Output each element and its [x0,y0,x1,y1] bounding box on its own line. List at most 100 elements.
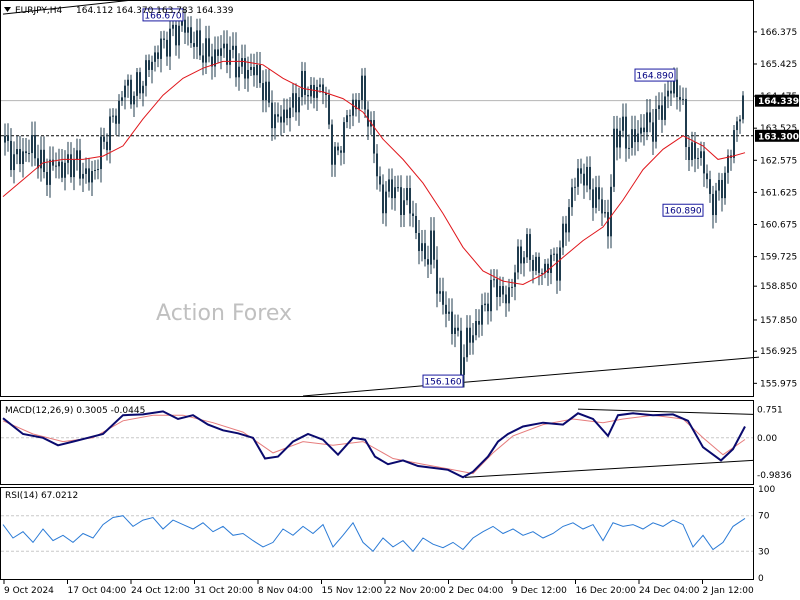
candle-body [289,107,291,119]
time-tick-label: 24 Oct 12:00 [131,586,190,596]
candle-body [256,64,258,76]
candle-body [406,188,408,201]
candle-body [220,48,222,56]
candle-body [28,153,30,155]
channel-bottom-line [302,356,760,397]
candle-body [616,128,618,148]
price-panel-frame [0,0,754,397]
time-tick-label: 17 Oct 04:00 [68,586,127,596]
candle-body [385,191,387,214]
candle-body [598,187,600,200]
level-price-box [755,129,799,142]
candle-body [634,129,636,143]
candle-body [358,99,360,110]
candle-body [580,168,582,174]
candle-body [520,246,522,264]
candle-body [415,216,417,234]
dropdown-triangle-icon[interactable] [4,7,11,12]
candle-body [298,97,300,113]
candle-body [304,70,306,95]
candle-body [601,199,603,214]
candle-body [502,286,504,295]
time-tick-label: 16 Dec 20:00 [576,586,637,596]
candle-body [73,159,75,178]
candle-body [736,121,738,131]
candle-body [262,83,264,101]
time-tick-label: 15 Nov 12:00 [322,586,383,596]
candle-body [523,257,525,264]
candle-body [532,259,534,271]
candle-body [631,129,633,148]
ohlc-label: 164.112 164.370 163.783 164.339 [76,6,234,16]
candle-body [670,90,672,94]
price-tick-label: 160.675 [760,221,797,231]
annotation-164890: 164.890 [634,68,676,82]
candle-body [202,55,204,63]
annotation-156160: 156.160 [422,374,464,388]
candle-body [172,24,174,29]
candle-body [7,135,9,141]
candle-body [319,84,321,87]
candle-body [499,286,501,297]
annotation-label: 156.160 [424,378,461,388]
price-tick-label: 162.575 [760,156,797,166]
candle-body [622,116,624,131]
rsi-layer [1,515,753,553]
rsi-tick-label: 30 [758,547,770,557]
candle-body [64,162,66,178]
candle-body [259,64,261,84]
candle-body [139,72,141,94]
candle-body [163,38,165,40]
candle-body [49,159,51,185]
candle-body [607,212,609,237]
candle-body [505,294,507,304]
price-tick-label: 156.925 [760,347,797,357]
candle-body [205,38,207,63]
candle-body [547,263,549,273]
candle-body [427,259,429,265]
candle-body [160,38,162,59]
candle-body [34,135,36,159]
candle-body [145,60,147,86]
candle-body [190,27,192,44]
candle-body [352,99,354,116]
candle-body [739,119,741,122]
candle-body [295,93,297,113]
candle-body [613,128,615,187]
candle-body [226,43,228,65]
candle-body [25,151,27,154]
candle-body [4,135,6,143]
candle-body [658,105,660,110]
candle-body [457,327,459,331]
candle-body [589,166,591,190]
macd-tick-label: -0.9836 [757,471,792,481]
time-tick-label: 8 Nov 04:00 [258,586,313,596]
time-tick-label: 22 Nov 20:00 [385,586,446,596]
candle-body [649,112,651,123]
candle-body [640,127,642,134]
candle-body [685,98,687,148]
candle-body [481,305,483,325]
candle-body [355,99,357,110]
candle-body [397,187,399,189]
candle-body [655,109,657,142]
candle-body [250,66,252,70]
candle-body [703,151,705,174]
candle-body [412,213,414,217]
candle-body [94,169,96,172]
candle-body [343,122,345,153]
candle-body [676,79,678,98]
candle-body [379,176,381,185]
macd-main-line [2,410,746,479]
candle-body [493,279,495,281]
candle-body [334,146,336,165]
macd-trend-bottom [464,459,754,478]
candle-body [643,127,645,133]
macd-layer [1,408,754,479]
candle-body [181,19,183,26]
candle-body [331,124,333,165]
macd-tick-label: 0.751 [757,405,783,415]
candle-body [391,179,393,199]
candle-body [88,168,90,183]
